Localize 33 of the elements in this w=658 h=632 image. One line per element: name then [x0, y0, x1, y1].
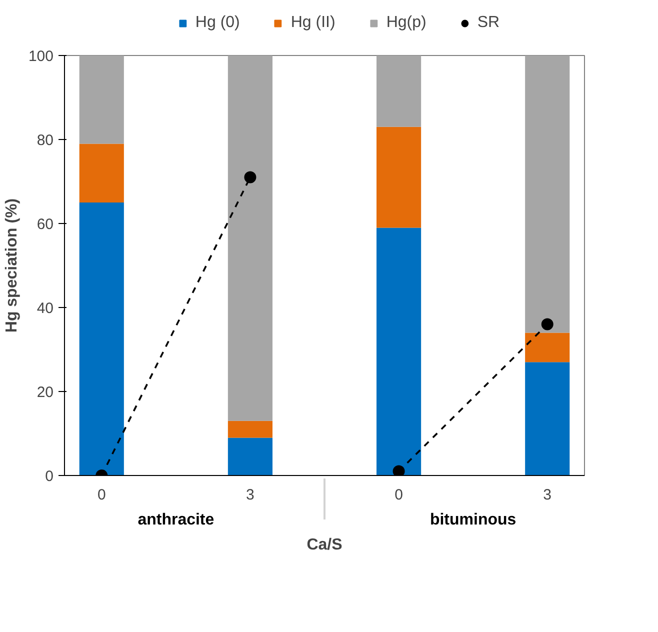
- legend-label: Hg (II): [290, 14, 336, 32]
- bar: [525, 362, 570, 476]
- bar: [228, 56, 272, 421]
- y-tick-label: 100: [28, 48, 54, 65]
- bar: [228, 438, 272, 476]
- bar: [79, 144, 124, 202]
- x-axis-title: Ca/S: [306, 536, 343, 554]
- point: [392, 465, 405, 476]
- bar: [376, 56, 422, 127]
- x-tick-label: 3: [543, 486, 552, 504]
- legend-label: Hg(p): [386, 14, 426, 32]
- bar: [79, 202, 124, 476]
- y-tick-label: 20: [36, 384, 54, 401]
- text: bituminous: [430, 512, 516, 528]
- bar: [376, 126, 422, 228]
- bar: [525, 56, 570, 333]
- bar: [228, 420, 272, 438]
- y-tick-label: 80: [36, 132, 54, 149]
- y-tick-label: 60: [36, 216, 54, 233]
- point: [244, 171, 256, 184]
- bar: [376, 228, 422, 476]
- y-tick-label: 40: [36, 300, 54, 317]
- x-tick-label: 0: [97, 486, 106, 504]
- bar: [79, 56, 124, 144]
- y-axis-title: Hg speciation (%): [3, 198, 20, 333]
- y-tick-label: 0: [45, 468, 54, 485]
- x-tick-label: 0: [394, 486, 403, 504]
- x-tick-label: 3: [246, 486, 254, 504]
- text: anthracite: [138, 512, 214, 528]
- legend-label: SR: [477, 14, 500, 32]
- legend-label: Hg (0): [195, 14, 240, 32]
- point: [541, 318, 554, 330]
- bar: [525, 332, 570, 362]
